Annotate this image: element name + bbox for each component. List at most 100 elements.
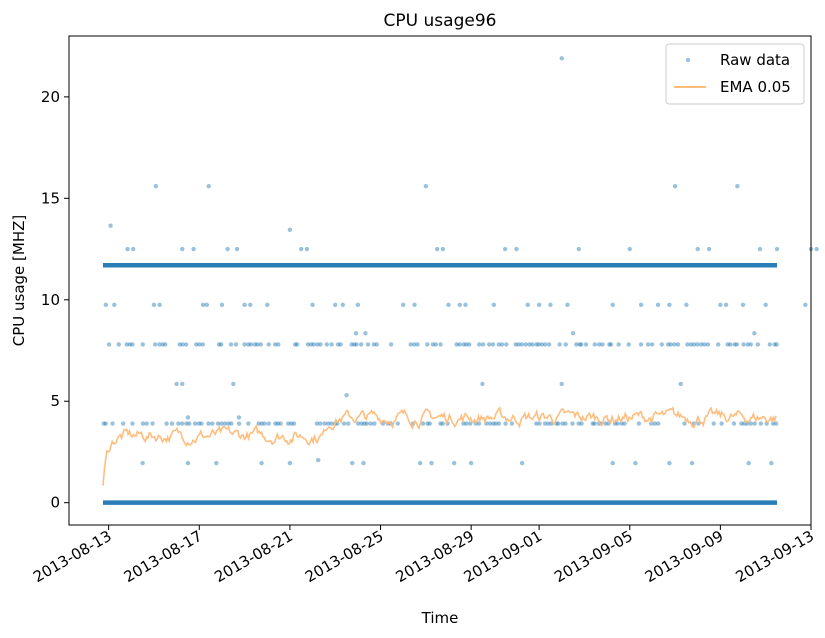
raw-data-point	[619, 421, 624, 426]
raw-data-point	[457, 302, 463, 308]
raw-data-point	[187, 421, 192, 426]
raw-data-point	[590, 421, 595, 426]
raw-data-point	[592, 342, 597, 347]
raw-data-point	[289, 421, 294, 426]
raw-data-point	[600, 342, 605, 347]
raw-data-point	[685, 342, 690, 347]
raw-data-point	[374, 342, 379, 347]
raw-data-point	[487, 421, 493, 426]
raw-data-point	[525, 302, 530, 308]
raw-data-point	[354, 342, 359, 347]
raw-data-point	[667, 460, 672, 466]
raw-data-point	[702, 342, 707, 347]
raw-data-point	[310, 302, 315, 308]
y-tick-label: 0	[50, 494, 60, 512]
raw-data-point	[216, 342, 222, 347]
raw-data-point	[688, 342, 694, 347]
raw-data-point	[735, 183, 740, 189]
raw-data-point	[314, 421, 320, 426]
raw-data-point	[197, 342, 202, 347]
raw-data-point	[341, 421, 347, 426]
raw-data-point	[206, 421, 211, 426]
raw-data-point	[291, 421, 297, 426]
raw-data-point	[491, 421, 496, 426]
raw-data-point	[352, 342, 357, 347]
raw-data-point	[715, 342, 721, 347]
raw-data-point	[353, 331, 359, 336]
raw-data-point	[275, 421, 281, 426]
raw-data-point	[236, 421, 242, 426]
raw-data-point	[164, 421, 169, 426]
raw-data-point	[192, 421, 198, 426]
raw-data-point	[725, 342, 730, 347]
raw-data-point	[325, 421, 331, 426]
raw-data-point	[440, 246, 446, 252]
raw-data-point	[542, 342, 548, 347]
raw-data-point	[200, 302, 206, 308]
raw-data-point	[461, 342, 466, 347]
raw-data-point	[767, 342, 773, 347]
raw-data-point	[358, 342, 364, 347]
raw-data-point	[576, 246, 581, 252]
raw-data-point	[364, 421, 369, 426]
raw-data-point	[292, 342, 298, 347]
raw-data-point	[176, 421, 181, 426]
raw-data-point	[577, 342, 582, 347]
raw-data-point	[242, 302, 247, 308]
raw-data-point	[467, 342, 472, 347]
raw-data-point	[534, 342, 539, 347]
raw-data-point	[633, 460, 638, 466]
raw-data-point	[363, 331, 368, 336]
raw-data-point	[103, 421, 108, 426]
raw-data-point	[338, 342, 343, 347]
raw-data-point	[556, 421, 561, 426]
raw-data-point	[200, 342, 205, 347]
raw-data-point	[110, 421, 115, 426]
raw-data-point	[638, 342, 644, 347]
raw-data-point	[362, 421, 367, 426]
raw-data-point	[311, 342, 316, 347]
raw-data-point	[210, 421, 215, 426]
raw-data-point	[655, 421, 661, 426]
raw-data-point	[659, 342, 665, 347]
raw-data-point	[412, 342, 417, 347]
raw-data-point	[734, 342, 740, 347]
raw-data-point	[536, 342, 541, 347]
raw-data-point	[204, 302, 210, 308]
raw-data-point	[262, 421, 267, 426]
ema-layer	[102, 406, 777, 486]
raw-data-point	[655, 302, 661, 308]
raw-data-layer	[101, 56, 819, 505]
raw-data-point	[350, 460, 355, 466]
raw-data-point	[723, 302, 729, 308]
raw-data-point	[468, 460, 474, 466]
raw-data-point	[468, 421, 473, 426]
raw-data-point	[491, 302, 497, 308]
raw-data-point	[371, 342, 377, 347]
raw-data-point	[803, 302, 808, 308]
raw-data-point	[610, 460, 615, 466]
legend: Raw data EMA 0.05	[665, 43, 805, 105]
raw-data-point	[157, 302, 162, 308]
legend-box	[665, 43, 805, 105]
raw-data-point	[579, 421, 584, 426]
raw-data-point	[400, 302, 406, 308]
raw-data-point	[755, 342, 761, 347]
raw-data-point	[527, 342, 532, 347]
raw-data-point	[355, 421, 361, 426]
raw-data-point	[272, 342, 278, 347]
raw-data-point	[496, 421, 502, 426]
raw-data-point	[346, 421, 351, 426]
raw-data-point	[509, 421, 515, 426]
raw-data-point	[711, 421, 716, 426]
raw-data-point	[764, 421, 769, 426]
raw-data-point	[490, 342, 496, 347]
raw-data-point	[425, 342, 430, 347]
raw-data-point	[228, 342, 234, 347]
raw-data-point	[678, 381, 683, 387]
raw-data-point	[152, 342, 158, 347]
raw-data-point	[163, 342, 168, 347]
raw-data-point	[308, 342, 314, 347]
raw-data-point	[746, 460, 751, 466]
raw-data-point	[457, 342, 462, 347]
